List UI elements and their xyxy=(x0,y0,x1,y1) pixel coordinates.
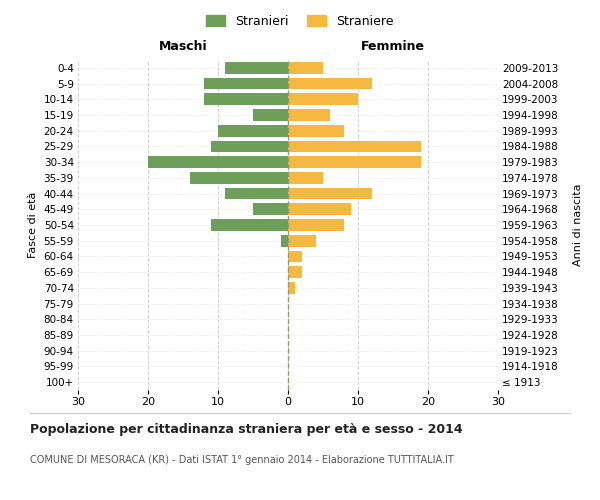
Bar xyxy=(225,62,288,74)
Bar xyxy=(204,78,288,90)
Text: Popolazione per cittadinanza straniera per età e sesso - 2014: Popolazione per cittadinanza straniera p… xyxy=(30,422,463,436)
Bar xyxy=(281,235,288,246)
Y-axis label: Fasce di età: Fasce di età xyxy=(28,192,38,258)
Bar xyxy=(211,219,288,231)
Bar xyxy=(288,250,302,262)
Bar xyxy=(288,94,358,105)
Bar xyxy=(288,219,344,231)
Legend: Stranieri, Straniere: Stranieri, Straniere xyxy=(203,11,397,32)
Bar xyxy=(288,172,323,184)
Bar xyxy=(288,266,302,278)
Text: Maschi: Maschi xyxy=(158,40,208,54)
Bar xyxy=(148,156,288,168)
Bar xyxy=(288,235,316,246)
Bar xyxy=(253,204,288,215)
Bar xyxy=(190,172,288,184)
Text: COMUNE DI MESORACA (KR) - Dati ISTAT 1° gennaio 2014 - Elaborazione TUTTITALIA.I: COMUNE DI MESORACA (KR) - Dati ISTAT 1° … xyxy=(30,455,454,465)
Bar xyxy=(288,78,372,90)
Bar xyxy=(218,125,288,136)
Bar xyxy=(225,188,288,200)
Bar xyxy=(288,282,295,294)
Bar xyxy=(288,109,330,121)
Bar xyxy=(211,140,288,152)
Text: Femmine: Femmine xyxy=(361,40,425,54)
Bar xyxy=(204,94,288,105)
Bar xyxy=(288,125,344,136)
Bar xyxy=(288,156,421,168)
Bar xyxy=(288,188,372,200)
Bar xyxy=(253,109,288,121)
Bar xyxy=(288,140,421,152)
Bar xyxy=(288,204,351,215)
Bar xyxy=(288,62,323,74)
Y-axis label: Anni di nascita: Anni di nascita xyxy=(573,184,583,266)
